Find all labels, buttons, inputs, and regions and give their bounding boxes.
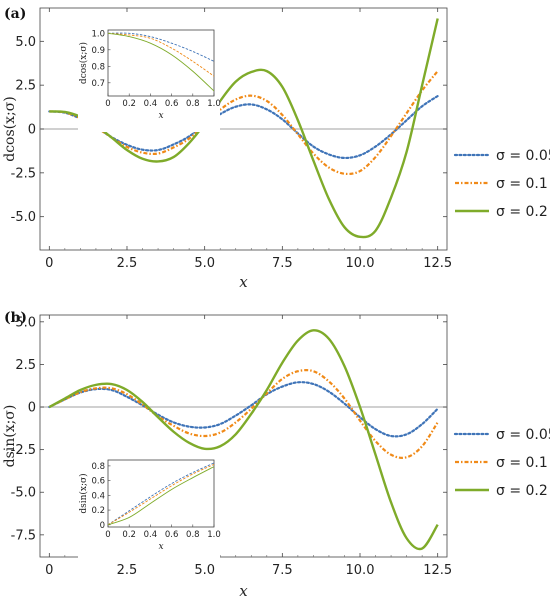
inset-background: [78, 456, 220, 563]
inset-x-tick-label: 0: [105, 99, 110, 109]
x-tick-label: 10.0: [346, 256, 375, 271]
inset-x-axis-label: x: [158, 111, 163, 121]
y-tick-label: 5.0: [15, 315, 36, 330]
panel-b-plot: 0 2.5 5.0 7.5 10.0 12.5 -7.5 -5.0 -2.5 0 2.5 5.0 x ds…: [2, 314, 452, 600]
inset-series-line-3: [108, 466, 214, 526]
inset-y-tick-label: 0.7: [91, 79, 105, 89]
y-tick-label: -7.5: [11, 528, 36, 543]
panel-a-label: (a): [4, 6, 26, 22]
panel-a: (a) 0 2.5 5.0 7.5 10.0 12.5 -5.0 -2.5 0 2.5 5.0 x dc…: [2, 6, 550, 291]
panel-a-legend: σ = 0.05 σ = 0.1 σ = 0.2: [453, 148, 550, 220]
inset-series-line-2: [108, 464, 214, 526]
inset-y-tick-label: 0.9: [91, 46, 105, 56]
x-tick-label: 10.0: [346, 563, 375, 578]
series-line-3: [48, 329, 439, 551]
inset-y-tick-label: 0.8: [91, 62, 105, 72]
series-line-2: [48, 369, 439, 459]
inset-background: [78, 26, 220, 132]
inset-y-tick-label: 0.8: [91, 462, 105, 472]
y-tick-label: -2.5: [11, 166, 36, 181]
legend-label-2: σ = 0.1: [496, 176, 548, 192]
x-tick-label: 12.5: [423, 256, 452, 271]
y-tick-label: 0: [28, 123, 36, 138]
inset-y-tick-label: 0.4: [91, 491, 105, 501]
inset-series-line-1: [108, 32, 214, 62]
panel-b-inset: 0 0.2 0.4 0.6 0.8 1.0 0 0.2 0.4 0.6 0.8 x dsin(x;σ): [78, 456, 221, 563]
inset-x-axis-label: x: [158, 542, 163, 552]
inset-y-axis-label: dsin(x;σ): [78, 473, 89, 513]
x-tick-label: 12.5: [423, 563, 452, 578]
inset-y-tick-label: 1.0: [91, 29, 105, 39]
x-tick-label: 5.0: [194, 563, 215, 578]
x-tick-label: 5.0: [194, 256, 215, 271]
panel-b-label: (b): [4, 310, 27, 326]
inset-frame: [107, 29, 215, 97]
series-line-1: [48, 381, 439, 438]
panel-a-plot: 0 2.5 5.0 7.5 10.0 12.5 -5.0 -2.5 0 2.5 5.0 x dcos(x…: [2, 7, 452, 291]
y-tick-label: -5.0: [11, 486, 36, 501]
x-tick-label: 2.5: [117, 563, 138, 578]
x-axis-label: x: [239, 273, 248, 291]
y-tick-label: 2.5: [15, 358, 36, 373]
panel-a-inset: 0 0.2 0.4 0.6 0.8 1.0 0.7 0.8 0.9 1.0 x dcos(x;σ): [78, 26, 221, 132]
inset-y-axis-label: dcos(x;σ): [78, 42, 89, 84]
inset-y-tick-label: 0: [100, 521, 105, 531]
inset-x-tick-label: 0.8: [186, 530, 200, 540]
series-line-3: [49, 18, 439, 239]
x-tick-label: 0: [45, 256, 53, 271]
y-tick-label: -5.0: [11, 210, 36, 225]
inset-y-tick-label: 0.2: [91, 506, 105, 516]
inset-x-tick-label: 0.6: [165, 530, 179, 540]
y-tick-label: 0: [28, 401, 36, 416]
inset-y-tick-label: 0.6: [91, 477, 105, 487]
inset-x-tick-label: 0.2: [122, 530, 136, 540]
inset-x-tick-label: 0.8: [186, 99, 200, 109]
x-tick-label: 7.5: [272, 256, 293, 271]
inset-x-tick-label: 0: [105, 530, 110, 540]
inset-series-line-3: [108, 32, 214, 92]
inset-x-tick-label: 0.2: [122, 99, 136, 109]
inset-frame: [107, 459, 215, 528]
legend-label-1: σ = 0.05: [496, 427, 550, 443]
inset-series-line-1: [108, 462, 214, 526]
legend-label-3: σ = 0.2: [496, 204, 548, 220]
y-tick-label: -2.5: [11, 443, 36, 458]
panel-b: (b) 0 2.5 5.0 7.5 10.0 12.5 -7.5 -5.0 -2.5 0 2.5 5.…: [2, 310, 550, 600]
legend-label-2: σ = 0.1: [496, 455, 548, 471]
inset-x-tick-label: 0.6: [165, 99, 179, 109]
x-axis-label: x: [239, 582, 248, 600]
inset-x-tick-label: 0.4: [144, 530, 158, 540]
legend-label-3: σ = 0.2: [496, 483, 548, 499]
x-tick-label: 2.5: [117, 256, 138, 271]
y-axis-label: dcos(x;σ): [2, 96, 18, 162]
inset-x-tick-label: 1.0: [207, 99, 221, 109]
y-tick-label: 2.5: [15, 79, 36, 94]
series-group: [48, 18, 439, 239]
y-tick-label: 5.0: [15, 35, 36, 50]
x-tick-label: 0: [45, 563, 53, 578]
inset-series-line-2: [108, 32, 214, 77]
panel-b-legend: σ = 0.05 σ = 0.1 σ = 0.2: [453, 427, 550, 499]
inset-x-tick-label: 0.4: [144, 99, 158, 109]
inset-x-tick-label: 1.0: [207, 530, 221, 540]
y-axis-label: dsin(x;σ): [2, 405, 18, 468]
legend-label-1: σ = 0.05: [496, 148, 550, 164]
series-group: [48, 329, 439, 551]
plot-frame: [39, 314, 448, 558]
x-tick-label: 7.5: [272, 563, 293, 578]
